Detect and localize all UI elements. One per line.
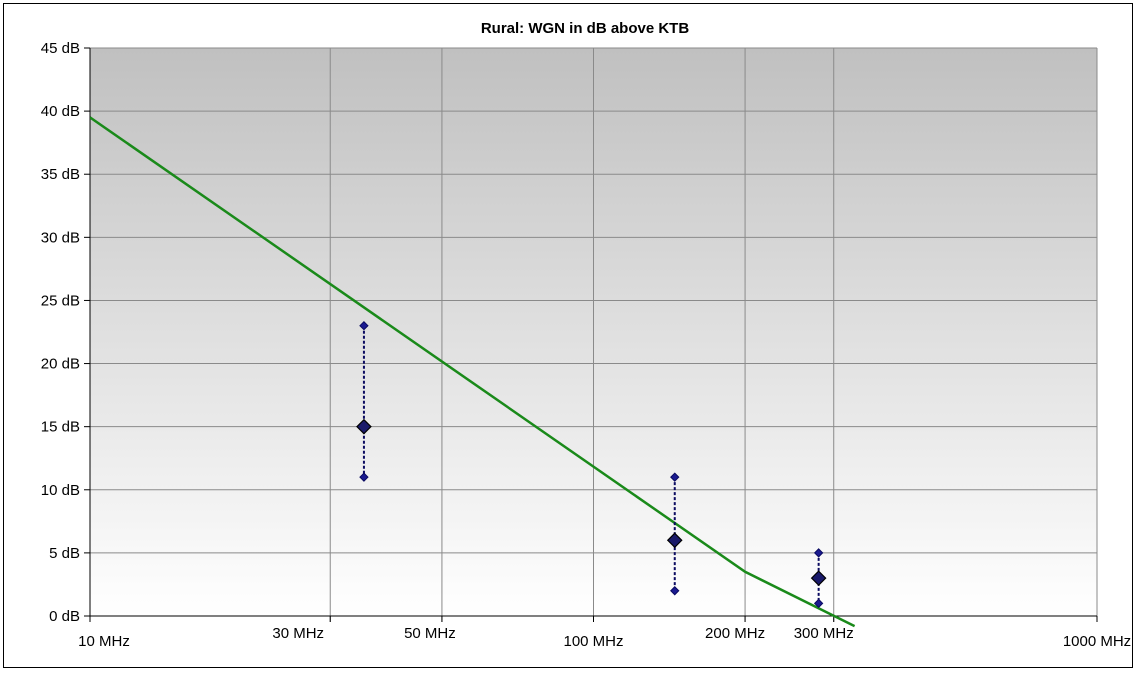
error-bar-cap-marker: [813, 598, 824, 609]
error-bar-cap-marker: [359, 320, 369, 331]
y-tick-label: 45 dB: [41, 40, 80, 57]
x-tick-label: 100 MHz: [563, 633, 623, 650]
y-tick-label: 10 dB: [41, 482, 80, 499]
gridlines: [90, 47, 1098, 622]
error-bar-cap-marker: [813, 548, 824, 558]
chart-title: Rural: WGN in dB above KTB: [480, 20, 690, 37]
data-series: [90, 116, 856, 628]
y-tick-label: 35 dB: [41, 166, 80, 183]
y-tick-label: 0 dB: [49, 608, 80, 625]
x-tick-label: 10 MHz: [78, 633, 130, 650]
mean-marker: [810, 570, 827, 586]
x-tick-label: 300 MHz: [794, 625, 854, 642]
error-bar-cap-marker: [359, 472, 369, 482]
error-bar-cap-marker: [670, 586, 680, 596]
y-tick-label: 20 dB: [41, 356, 80, 373]
data-markers: [356, 320, 827, 609]
y-tick-label: 40 dB: [41, 103, 80, 120]
noise-model-line: [90, 116, 856, 628]
y-tick-label: 30 dB: [41, 229, 80, 246]
mean-marker: [666, 532, 683, 549]
x-tick-label: 50 MHz: [404, 625, 456, 642]
x-tick-label: 200 MHz: [705, 625, 765, 642]
tick-labels: 0 dB 5 dB 10 dB 15 dB 20 dB 25 dB 30 dB 35 dB 40…: [41, 40, 1131, 650]
x-tick-label: 1000 MHz: [1063, 633, 1131, 650]
axes: [84, 47, 1098, 622]
y-tick-label: 15 dB: [41, 419, 80, 436]
error-bar-cap-marker: [670, 472, 680, 482]
mean-marker: [356, 418, 372, 435]
x-tick-label: 30 MHz: [272, 625, 324, 642]
y-tick-label: 25 dB: [41, 292, 80, 309]
y-tick-label: 5 dB: [49, 545, 80, 562]
